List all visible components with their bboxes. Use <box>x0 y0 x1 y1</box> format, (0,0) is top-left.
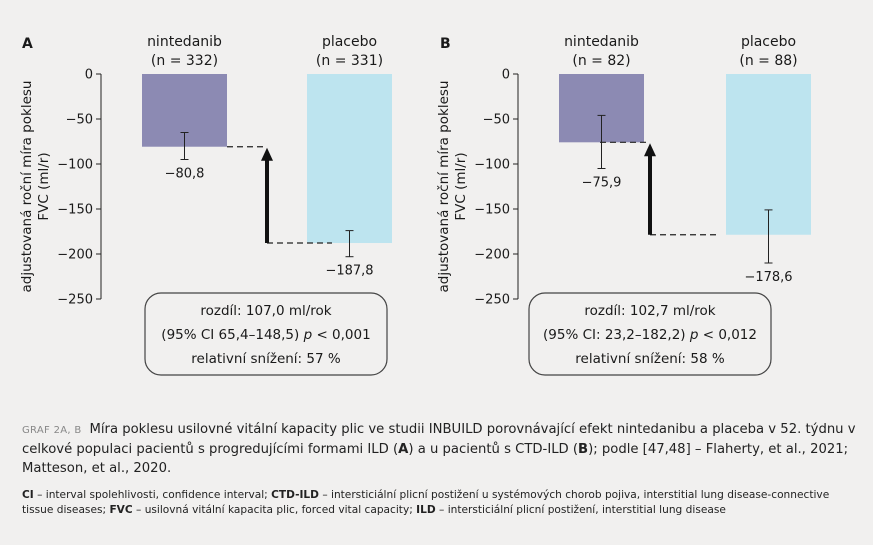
panel-label: A <box>22 36 33 52</box>
caption-text-2: ) a u pacientů s CTD-ILD ( <box>408 442 579 457</box>
y-axis-label: adjustovaná roční míra poklesu <box>19 81 35 293</box>
figure-caption: GRAF 2A, B Míra poklesu usilovné vitální … <box>22 420 857 478</box>
panel-label: B <box>440 36 451 52</box>
stats-relative-reduction: relativní snížení: 58 % <box>575 351 725 367</box>
y-tick-label: −200 <box>57 248 93 263</box>
abbreviations-footnote: CI – interval spolehlivosti, confidence … <box>22 488 862 518</box>
caption-bold-a: A <box>398 442 409 457</box>
stats-difference: rozdíl: 102,7 ml/rok <box>584 303 715 319</box>
y-tick-label: −100 <box>57 158 93 173</box>
abbr-fvc-text: – usilovná vitální kapacita plic, forced… <box>132 504 417 516</box>
y-tick-label: −50 <box>483 113 510 128</box>
category-subtitle: (n = 88) <box>739 53 797 69</box>
y-tick-label: −150 <box>474 203 510 218</box>
category-label: placebo <box>741 34 796 50</box>
abbr-ci: CI <box>22 489 34 501</box>
y-axis-label: FVC (ml/r) <box>453 152 469 220</box>
category-label: placebo <box>322 34 377 50</box>
category-subtitle: (n = 332) <box>151 53 218 69</box>
abbr-fvc: FVC <box>109 504 133 516</box>
stats-box <box>144 292 388 376</box>
abbr-ctd-ild-text: – intersticiální plicní postižení u syst… <box>22 489 830 516</box>
value-label: −187,8 <box>325 264 373 279</box>
abbr-ci-text: – interval spolehlivosti, confidence int… <box>33 489 272 501</box>
caption-bold-b: B <box>578 442 589 457</box>
difference-arrow-head <box>644 143 656 157</box>
y-tick-label: −100 <box>474 158 510 173</box>
value-label: −80,8 <box>165 167 205 182</box>
y-axis-label: adjustovaná roční míra poklesu <box>436 81 452 293</box>
abbr-ctd-ild: CTD-ILD <box>271 489 319 501</box>
y-tick-label: −50 <box>66 113 93 128</box>
bar <box>726 74 811 235</box>
abbr-ild: ILD <box>416 504 436 516</box>
y-tick-label: −150 <box>57 203 93 218</box>
category-label: nintedanib <box>564 34 639 50</box>
difference-arrow-head <box>261 147 273 161</box>
category-subtitle: (n = 331) <box>316 53 383 69</box>
stats-ci-p: (95% CI 65,4–148,5) p < 0,001 <box>161 327 370 343</box>
y-tick-label: −200 <box>474 248 510 263</box>
stats-box <box>528 292 772 376</box>
caption-text-1: Míra poklesu usilovné vitální kapacity p… <box>22 422 856 457</box>
category-subtitle: (n = 82) <box>572 53 630 69</box>
bar <box>307 74 392 244</box>
caption-tag: GRAF 2A, B <box>22 425 82 436</box>
y-tick-label: −250 <box>474 293 510 308</box>
value-label: −75,9 <box>582 176 622 191</box>
value-label: −178,6 <box>744 270 792 285</box>
y-axis-label: FVC (ml/r) <box>36 152 52 220</box>
abbr-ild-text: – intersticiální plicní postižení, inter… <box>435 504 726 516</box>
category-label: nintedanib <box>147 34 222 50</box>
stats-ci-p: (95% CI: 23,2–182,2) p < 0,012 <box>543 327 757 343</box>
y-tick-label: −250 <box>57 293 93 308</box>
stats-relative-reduction: relativní snížení: 57 % <box>191 351 341 367</box>
caption-text-3: ); podle [47,48] – Flaherty, et al., 202… <box>22 442 849 476</box>
y-tick-label: 0 <box>85 68 93 83</box>
y-tick-label: 0 <box>502 68 510 83</box>
stats-difference: rozdíl: 107,0 ml/rok <box>200 303 331 319</box>
